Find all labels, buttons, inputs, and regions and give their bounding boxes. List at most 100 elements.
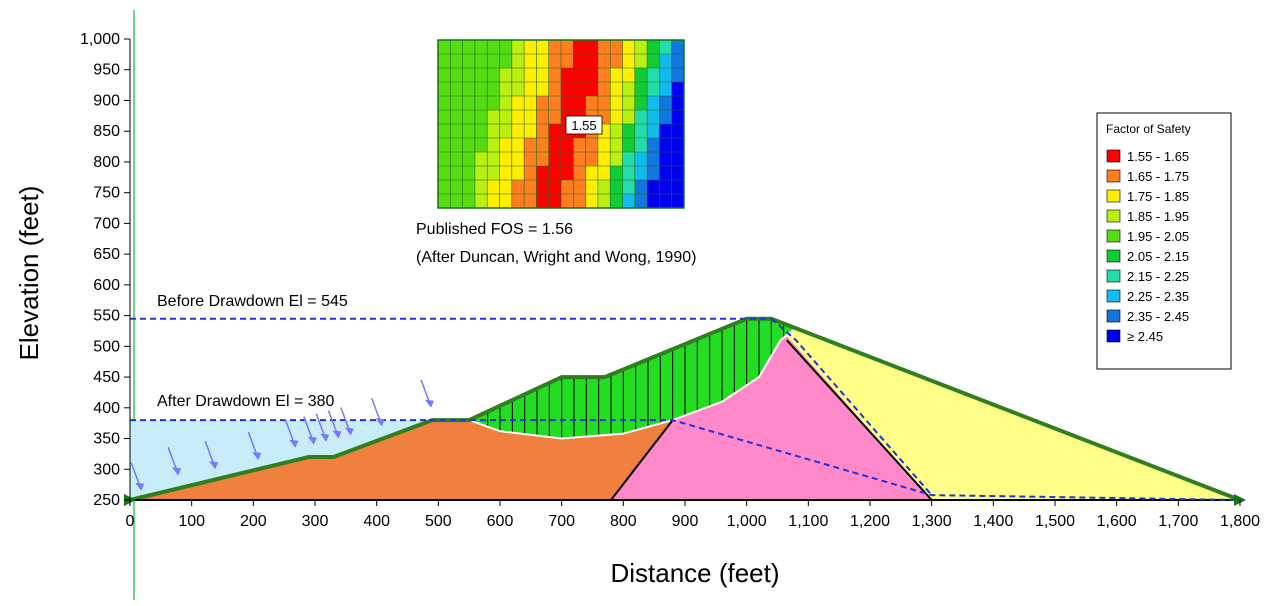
- core-boundary-downstream: [786, 339, 933, 501]
- grid-cell: [585, 166, 599, 181]
- grid-cell: [499, 96, 513, 111]
- grid-cell: [524, 54, 537, 69]
- grid-cell: [622, 68, 636, 83]
- grid-cell: [487, 82, 500, 97]
- grid-cell: [450, 194, 464, 209]
- grid-cell: [671, 152, 685, 167]
- grid-cell: [573, 180, 587, 195]
- grid-cell: [597, 194, 611, 209]
- grid-cell: [450, 68, 464, 83]
- grid-cell: [597, 68, 611, 83]
- grid-cell: [487, 152, 500, 167]
- load-arrow-head: [307, 436, 317, 445]
- grid-cell: [548, 110, 562, 125]
- grid-cell: [438, 54, 451, 69]
- grid-cell: [610, 110, 623, 125]
- grid-cell: [597, 40, 611, 55]
- grid-cell: [671, 124, 685, 139]
- legend-swatch: [1106, 269, 1121, 283]
- x-tick-label: 1,700: [1158, 513, 1198, 530]
- grid-cell: [610, 54, 623, 69]
- x-tick-label: 0: [126, 513, 135, 530]
- grid-cell: [634, 124, 648, 139]
- grid-cell: [462, 68, 476, 83]
- axes: 0 100 200 300 400 500 600 700 800 900 1,000 1,100 1,…: [80, 31, 1260, 530]
- load-arrow: [167, 447, 178, 472]
- embankment-outline: [129, 316, 1241, 502]
- grid-cell: [499, 124, 513, 139]
- legend-swatch: [1106, 249, 1121, 263]
- grid-cell: [462, 124, 476, 139]
- legend-swatch: [1106, 149, 1121, 163]
- grid-cell: [438, 40, 451, 55]
- grid-cell: [610, 138, 623, 153]
- grid-cell: [610, 68, 623, 83]
- y-tick-label: 350: [93, 431, 120, 448]
- grid-cell: [487, 40, 500, 55]
- x-tick-label: 1,200: [850, 513, 890, 530]
- y-tick-label: 450: [93, 369, 120, 386]
- grid-cell: [474, 82, 488, 97]
- grid-cell: [647, 138, 660, 153]
- grid-cell: [450, 152, 464, 167]
- grid-cell: [462, 166, 476, 181]
- grid-cell: [438, 96, 451, 111]
- grid-cell: [462, 194, 476, 209]
- y-tick-label: 750: [93, 185, 120, 202]
- load-arrow: [303, 416, 314, 441]
- grid-cell: [438, 138, 451, 153]
- grid-cell: [659, 166, 673, 181]
- grid-cell: [474, 180, 488, 195]
- x-tick-label: 900: [672, 513, 699, 530]
- grid-cell: [548, 138, 562, 153]
- legend-label: 2.25 - 2.35: [1127, 289, 1189, 304]
- grid-cell: [536, 40, 550, 55]
- load-arrow-head: [425, 399, 434, 408]
- reference-label: (After Duncan, Wright and Wong, 1990): [416, 249, 696, 266]
- grid-cell: [474, 166, 488, 181]
- load-arrow: [315, 413, 326, 438]
- grid-cell: [634, 152, 648, 167]
- grid-cell: [511, 124, 525, 139]
- grid-cell: [511, 194, 525, 209]
- grid-cell: [647, 96, 660, 111]
- grid-cell: [499, 54, 513, 69]
- grid-cell: [536, 180, 550, 195]
- grid-cell: [487, 166, 500, 181]
- grid-cell: [499, 180, 513, 195]
- grid-cell: [659, 96, 673, 111]
- grid-cell: [561, 166, 574, 181]
- grid-cell: [511, 166, 525, 181]
- grid-cell: [438, 166, 451, 181]
- load-arrow: [340, 407, 351, 432]
- legend-label: 1.55 - 1.65: [1127, 149, 1189, 164]
- grid-cell: [462, 82, 476, 97]
- grid-cell: [671, 68, 685, 83]
- grid-cell: [438, 180, 451, 195]
- grid-cell: [487, 110, 500, 125]
- y-tick-label: 850: [93, 123, 120, 140]
- grid-cell: [536, 110, 550, 125]
- grid-cell: [622, 166, 636, 181]
- grid-cell: [634, 54, 648, 69]
- x-tick-label: 800: [610, 513, 637, 530]
- legend-label: 2.05 - 2.15: [1127, 249, 1189, 264]
- grid-cell: [499, 138, 513, 153]
- grid-cell: [585, 194, 599, 209]
- grid-cell: [671, 138, 685, 153]
- grid-cell: [647, 124, 660, 139]
- fos-contour-grid: 1.55: [437, 39, 685, 209]
- grid-cell: [524, 82, 537, 97]
- grid-cell: [511, 110, 525, 125]
- grid-cell: [622, 40, 636, 55]
- grid-cell: [597, 138, 611, 153]
- grid-cell: [524, 110, 537, 125]
- grid-cell: [438, 194, 451, 209]
- grid-cell: [647, 40, 660, 55]
- grid-cell: [573, 54, 587, 69]
- grid-cell: [487, 54, 500, 69]
- grid-cell: [548, 96, 562, 111]
- grid-cell: [474, 40, 488, 55]
- grid-cell: [585, 68, 599, 83]
